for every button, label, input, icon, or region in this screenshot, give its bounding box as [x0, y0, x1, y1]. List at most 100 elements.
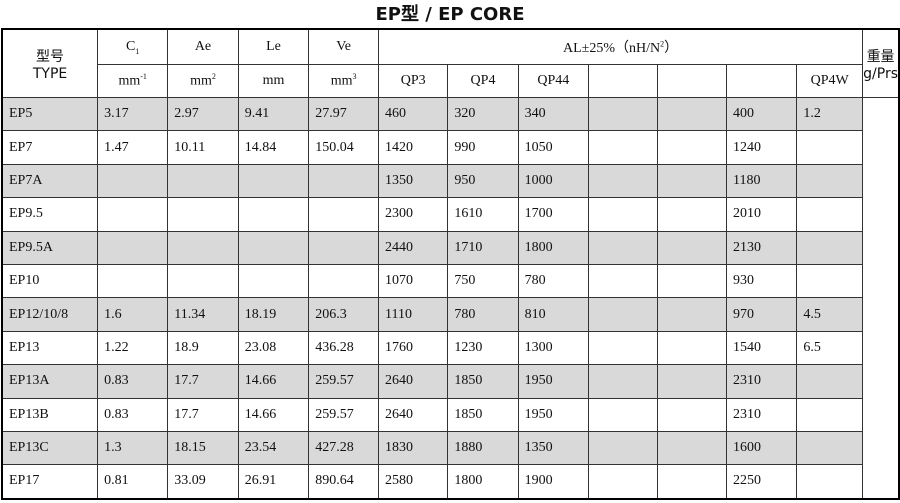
unit-text: mm — [118, 73, 141, 89]
superscript: 3 — [352, 72, 357, 82]
value-cell — [796, 263, 864, 299]
type-header: 型号 TYPE — [1, 28, 99, 98]
value-cell: 1230 — [447, 330, 519, 366]
value-cell — [796, 364, 864, 399]
value-cell: 1700 — [517, 197, 589, 232]
value-cell: 4.5 — [796, 297, 864, 332]
unit-text: mm — [190, 73, 212, 89]
empty-cell — [726, 64, 798, 98]
value-cell: 14.66 — [237, 397, 310, 432]
value-cell: 2300 — [378, 197, 449, 232]
value-cell: 14.66 — [237, 364, 310, 399]
value-cell — [308, 263, 380, 299]
weight-header: 重量 g/Prs — [862, 28, 900, 98]
type-cell: EP13B — [1, 397, 99, 432]
value-cell — [796, 163, 864, 199]
value-cell: 1950 — [517, 364, 589, 399]
type-cell: EP12/10/8 — [1, 297, 99, 332]
unit: mm3 — [308, 64, 380, 98]
value-cell: 1180 — [726, 163, 798, 199]
value-cell — [587, 330, 658, 366]
value-cell — [97, 163, 169, 199]
value-cell: 14.84 — [237, 130, 310, 165]
type-cell: EP5 — [1, 96, 99, 132]
value-cell: 1600 — [726, 430, 798, 466]
value-cell: 23.54 — [237, 430, 310, 466]
label: g/Prs — [863, 65, 898, 82]
type-cell: EP10 — [1, 263, 99, 299]
value-cell: 810 — [517, 297, 589, 332]
value-cell: 23.08 — [237, 330, 310, 366]
value-cell: 150.04 — [308, 130, 380, 165]
grade-header: QP4W — [796, 64, 864, 98]
value-cell: 750 — [447, 263, 519, 299]
value-cell: 1240 — [726, 130, 798, 165]
value-cell: 11.34 — [167, 297, 239, 332]
value-cell — [796, 230, 864, 265]
value-cell: 1.47 — [97, 130, 169, 165]
data-row: EP17 0.81 33.09 26.91 890.64 2580 1800 1900 2250 — [1, 464, 899, 500]
param-header: Ve — [308, 28, 380, 65]
value-cell: 2440 — [378, 230, 449, 265]
value-cell: 1420 — [378, 130, 449, 165]
value-cell — [167, 163, 239, 199]
value-cell: 1.6 — [97, 297, 169, 332]
value-cell: 436.28 — [308, 330, 380, 366]
value-cell: 1950 — [517, 397, 589, 432]
param-name: C — [126, 38, 136, 54]
value-cell — [656, 96, 728, 132]
value-cell: 1830 — [378, 430, 449, 466]
superscript: 2 — [211, 72, 216, 82]
value-cell — [97, 263, 169, 299]
type-cell: EP13A — [1, 364, 99, 399]
type-cell: EP9.5A — [1, 230, 99, 265]
param-header: C1 — [97, 28, 169, 65]
value-cell: 33.09 — [167, 464, 239, 500]
value-cell — [308, 230, 380, 265]
value-cell — [237, 197, 310, 232]
value-cell — [167, 197, 239, 232]
value-cell: 400 — [726, 96, 798, 132]
value-cell — [796, 464, 864, 500]
value-cell: 1800 — [447, 464, 519, 500]
value-cell — [97, 197, 169, 232]
param-header: Ae — [167, 28, 239, 65]
label: 重量 — [866, 48, 895, 65]
data-row: EP9.5 2300 1610 1700 2010 — [1, 197, 899, 232]
label: 型号 — [36, 48, 65, 65]
value-cell — [656, 397, 728, 432]
header-row: 型号 TYPE C1 Ae Le Ve AL±25%（nH/N2） 重量 g/Prs — [1, 28, 900, 98]
value-cell: 9.41 — [237, 96, 310, 132]
data-row: EP5 3.17 2.97 9.41 27.97 460 320 340 400 1.2 — [1, 96, 899, 132]
value-cell: 10.11 — [167, 130, 239, 165]
value-cell: 1.22 — [97, 330, 169, 366]
value-cell — [308, 163, 380, 199]
subscript: 1 — [135, 46, 140, 56]
value-cell: 18.15 — [167, 430, 239, 466]
value-cell: 2130 — [726, 230, 798, 265]
value-cell — [308, 197, 380, 232]
label: TYPE — [32, 65, 68, 82]
value-cell — [237, 230, 310, 265]
value-cell: 0.83 — [97, 364, 169, 399]
value-cell — [656, 197, 728, 232]
value-cell: 17.7 — [167, 397, 239, 432]
unit-text: mm — [330, 73, 353, 89]
value-cell — [587, 430, 658, 466]
value-cell: 206.3 — [308, 297, 380, 332]
value-cell: 427.28 — [308, 430, 380, 466]
value-cell: 1880 — [447, 430, 519, 466]
value-cell — [656, 230, 728, 265]
grade-header — [656, 64, 728, 98]
value-cell: 2.97 — [167, 96, 239, 132]
data-row: EP13 1.22 18.9 23.08 436.28 1760 1230 1300 1540 6… — [1, 330, 899, 366]
value-cell: 1850 — [447, 397, 519, 432]
data-row: EP9.5A 2440 1710 1800 2130 — [1, 230, 899, 265]
value-cell: 1110 — [378, 297, 449, 332]
value-cell: 26.91 — [237, 464, 310, 500]
unit: mm-1 — [97, 64, 169, 98]
value-cell — [587, 364, 658, 399]
value-cell — [656, 464, 728, 500]
superscript: -1 — [140, 72, 147, 82]
